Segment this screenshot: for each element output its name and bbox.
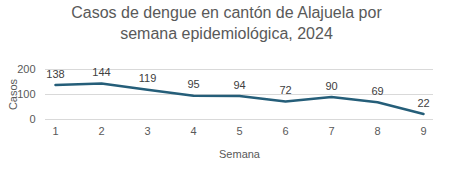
svg-text:Casos: Casos xyxy=(7,78,19,110)
svg-text:2: 2 xyxy=(98,125,104,137)
svg-text:8: 8 xyxy=(374,125,380,137)
svg-text:90: 90 xyxy=(325,80,337,92)
svg-text:7: 7 xyxy=(328,125,334,137)
svg-text:138: 138 xyxy=(46,68,64,80)
svg-text:1: 1 xyxy=(52,125,58,137)
svg-text:5: 5 xyxy=(236,125,242,137)
svg-text:95: 95 xyxy=(187,78,199,90)
svg-text:72: 72 xyxy=(279,84,291,96)
svg-text:0: 0 xyxy=(29,113,35,125)
svg-text:100: 100 xyxy=(17,88,35,100)
svg-text:22: 22 xyxy=(417,97,429,109)
svg-text:144: 144 xyxy=(92,66,110,78)
svg-text:69: 69 xyxy=(371,85,383,97)
svg-text:119: 119 xyxy=(139,72,157,84)
svg-text:3: 3 xyxy=(144,125,150,137)
svg-text:Semana: Semana xyxy=(219,148,261,160)
html-text:Casos de dengue en cantón de A: Casos de dengue en cantón de Alajuela po… xyxy=(71,4,382,42)
svg-text:200: 200 xyxy=(17,63,35,75)
svg-text:4: 4 xyxy=(190,125,196,137)
svg-text:9: 9 xyxy=(420,125,426,137)
svg-text:94: 94 xyxy=(233,79,245,91)
svg-text:6: 6 xyxy=(282,125,288,137)
